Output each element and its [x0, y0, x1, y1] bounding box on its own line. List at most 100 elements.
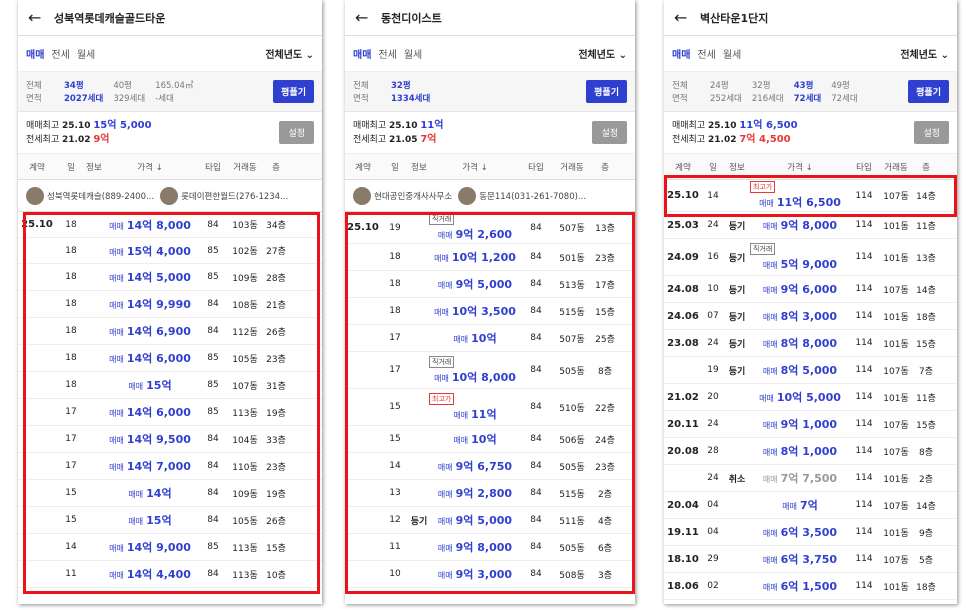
size-option-0[interactable]: 24평	[710, 81, 729, 91]
back-arrow-icon[interactable]: ←	[674, 8, 688, 27]
settings-button[interactable]: 설정	[592, 121, 627, 144]
table-row[interactable]: 18 매매 10억 3,500 84 515동 15층	[345, 298, 635, 325]
table-row[interactable]: 17 매매 14억 9,500 84 104동 33층	[18, 426, 322, 453]
table-row[interactable]: 19.11 04 매매 6억 3,500 114 101동 9층	[664, 519, 957, 546]
cell-fl: 23층	[595, 462, 615, 473]
table-row[interactable]: 17 매매 10억 84 507동 25층	[345, 325, 635, 352]
table-row[interactable]: 25.10 19 직거래 매매 9억 2,600 84 507동 13층	[345, 212, 635, 244]
contract-day: 18	[65, 245, 77, 256]
contract-month: 20.08	[667, 445, 699, 457]
price-line: 매매 6억 3,500	[750, 524, 850, 540]
tab-2[interactable]: 월세	[403, 50, 423, 61]
table-row[interactable]: 15 매매 15억 84 105동 26층	[18, 507, 322, 534]
tab-1[interactable]: 전세	[697, 50, 716, 61]
table-row[interactable]: 15 매매 14억 84 109동 19층	[18, 480, 322, 507]
cell-dong: 107동	[883, 366, 909, 377]
tab-1[interactable]: 전세	[51, 50, 70, 61]
max-rent-label: 전세최고	[672, 134, 706, 145]
table-row[interactable]: 24 취소 매매 7억 7,500 114 101동 2층	[664, 465, 957, 492]
table-row[interactable]: 20.11 24 매매 9억 1,000 114 107동 15층	[664, 411, 957, 438]
broker-0[interactable]: 성북역롯데캐슬(889-2400...	[26, 186, 154, 205]
deal-info: 등기	[728, 366, 746, 377]
column-header-3[interactable]: 가격 ↓	[787, 162, 813, 173]
price-amount: 9억 6,750	[455, 460, 513, 473]
contract-day: 02	[707, 581, 719, 591]
price-toggle-button[interactable]: 평플기	[273, 80, 314, 103]
cell-fl: 3층	[597, 570, 612, 581]
size-option-0[interactable]: 32평	[391, 81, 411, 91]
table-row[interactable]: 14 매매 14억 9,000 85 113동 15층	[18, 534, 322, 561]
price-line: 매매 10억 8,000	[429, 369, 521, 385]
tab-0[interactable]: 매매	[672, 50, 691, 61]
table-row[interactable]: 17 매매 14억 7,000 84 110동 23층	[18, 453, 322, 480]
table-row[interactable]: 18 매매 14억 6,000 85 105동 23층	[18, 345, 322, 372]
back-arrow-icon[interactable]: ←	[28, 8, 42, 27]
cell-dong: 101동	[883, 582, 909, 593]
year-filter-dropdown[interactable]: 전체년도 ⌄	[578, 46, 627, 61]
max-price-info: 매매최고 25.10 11억 6,500 전세최고 21.02 7억 4,500	[672, 119, 798, 147]
table-row[interactable]: 17 직거래 매매 10억 8,000 84 505동 8층	[345, 352, 635, 389]
table-row[interactable]: 19 등기 매매 8억 5,000 114 107동 7층	[664, 357, 957, 384]
broker-1[interactable]: 동문114(031-261-7080)...	[458, 186, 586, 205]
tab-0[interactable]: 매매	[26, 50, 45, 61]
size-option-2[interactable]: 43평	[793, 81, 814, 91]
table-row[interactable]: 18.06 02 매매 6억 1,500 114 101동 18층	[664, 573, 957, 600]
cell-ty: 84	[530, 542, 542, 552]
table-row[interactable]: 20.04 04 매매 7억 114 107동 14층	[664, 492, 957, 519]
table-row[interactable]: 18.10 29 매매 6억 3,750 114 107동 5층	[664, 546, 957, 573]
max-sale-label: 매매최고	[353, 120, 387, 131]
broker-0[interactable]: 현대공인중개사사무소	[353, 186, 452, 205]
deal-type-tag: 매매	[437, 281, 453, 290]
table-row[interactable]: 18 매매 15억 4,000 85 102동 27층	[18, 238, 322, 264]
back-arrow-icon[interactable]: ←	[355, 8, 369, 27]
table-row[interactable]: 25.10 18 매매 14억 8,000 84 103동 34층	[18, 212, 322, 238]
tab-1[interactable]: 전세	[378, 50, 397, 61]
table-row[interactable]: 10 매매 9억 3,000 84 508동 3층	[345, 561, 635, 588]
tab-2[interactable]: 월세	[76, 50, 96, 61]
table-row[interactable]: 11 매매 9억 8,000 84 505동 6층	[345, 534, 635, 561]
table-row[interactable]: 18 매매 14억 5,000 85 109동 28층	[18, 264, 322, 291]
table-row[interactable]: 15 매매 10억 84 506동 24층	[345, 426, 635, 453]
column-header-3[interactable]: 가격 ↓	[137, 162, 163, 173]
size-grid: 전체 24평 32평 43평 49평 면적 252세대 216세대 72세대 72세대	[672, 79, 858, 104]
table-row[interactable]: 24.06 07 등기 매매 8억 3,000 114 101동 18층	[664, 303, 957, 330]
price-toggle-button[interactable]: 평플기	[908, 80, 949, 103]
cell-ty: 114	[855, 220, 873, 230]
broker-1[interactable]: 롯데이편한월드(276-1234...	[160, 186, 288, 205]
table-row[interactable]: 11 매매 14억 4,400 84 113동 10층	[18, 561, 322, 588]
table-row[interactable]: 13 매매 9억 2,800 84 515동 2층	[345, 480, 635, 507]
table-row[interactable]: 24.08 10 등기 매매 9억 6,000 114 107동 14층	[664, 276, 957, 303]
table-row[interactable]: 21.02 20 매매 10억 5,000 114 101동 11층	[664, 384, 957, 411]
table-row[interactable]: 20.08 28 매매 8억 1,000 114 107동 8층	[664, 438, 957, 465]
price-cell: 매매 9억 5,000	[429, 276, 521, 292]
size-option-2[interactable]: 165.04㎡	[155, 81, 194, 91]
size-option-1[interactable]: 32평	[751, 81, 771, 91]
column-header-3[interactable]: 가격 ↓	[462, 162, 488, 173]
tab-0[interactable]: 매매	[353, 50, 372, 61]
table-row[interactable]: 18 매매 15억 85 107동 31층	[18, 372, 322, 399]
size-option-0[interactable]: 34평	[64, 81, 84, 91]
settings-button[interactable]: 설정	[279, 121, 314, 144]
deal-type-tag: 매매	[434, 308, 449, 317]
year-filter-dropdown[interactable]: 전체년도 ⌄	[900, 46, 949, 61]
table-row[interactable]: 18 매매 9억 5,000 84 513동 17층	[345, 271, 635, 298]
table-row[interactable]: 15 최고가 매매 11억 84 510동 22층	[345, 389, 635, 426]
table-row[interactable]: 17 매매 14억 6,000 85 113동 19층	[18, 399, 322, 426]
table-row[interactable]: 25.10 14 최고가 매매 11억 6,500 114 107동 14층	[664, 180, 957, 212]
table-row[interactable]: 25.03 24 등기 매매 9억 8,000 114 101동 11층	[664, 212, 957, 239]
tab-2[interactable]: 월세	[722, 50, 742, 61]
table-row[interactable]: 18 매매 10억 1,200 84 501동 23층	[345, 244, 635, 271]
table-row[interactable]: 18 매매 14억 6,900 84 112동 26층	[18, 318, 322, 345]
table-row[interactable]: 14 매매 9억 6,750 84 505동 23층	[345, 453, 635, 480]
table-row[interactable]: 23.08 24 등기 매매 8억 8,000 114 101동 15층	[664, 330, 957, 357]
max-sale-date: 25.10	[62, 120, 91, 131]
size-option-1[interactable]: 40평	[113, 81, 132, 91]
table-row[interactable]: 24.09 16 등기 직거래 매매 5억 9,000 114 101동 13층	[664, 239, 957, 276]
size-option-3[interactable]: 49평	[831, 81, 850, 91]
cell-dong: 107동	[883, 501, 909, 512]
table-row[interactable]: 18 매매 14억 9,990 84 108동 21층	[18, 291, 322, 318]
settings-button[interactable]: 설정	[914, 121, 949, 144]
table-row[interactable]: 12 등기 매매 9억 5,000 84 511동 4층	[345, 507, 635, 534]
price-toggle-button[interactable]: 평플기	[586, 80, 627, 103]
year-filter-dropdown[interactable]: 전체년도 ⌄	[265, 46, 314, 61]
